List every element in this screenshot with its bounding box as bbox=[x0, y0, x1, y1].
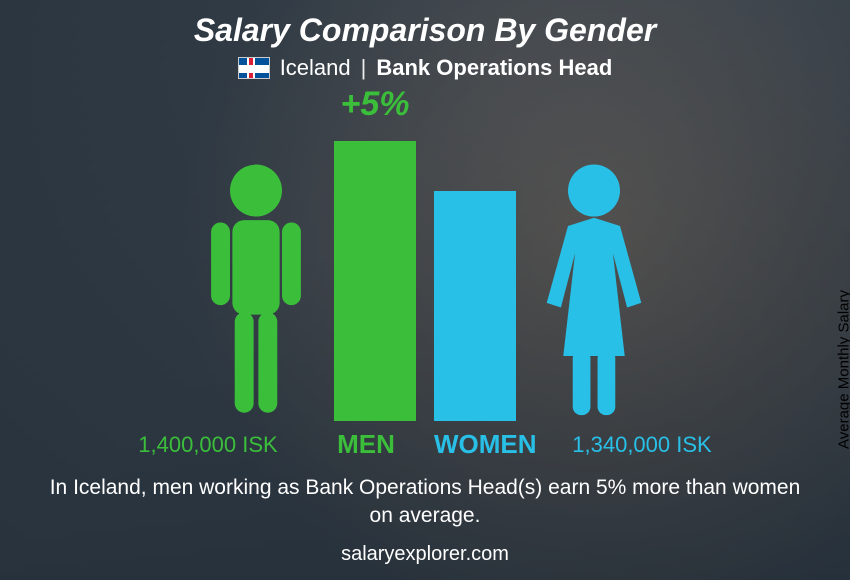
men-label: MEN bbox=[316, 429, 416, 460]
subtitle: Iceland | Bank Operations Head bbox=[238, 55, 613, 81]
footer-source: salaryexplorer.com bbox=[0, 543, 850, 566]
women-salary: 1,340,000 ISK bbox=[552, 432, 732, 458]
women-bar bbox=[434, 191, 516, 421]
women-bar-wrap bbox=[434, 91, 516, 421]
subtitle-job: Bank Operations Head bbox=[376, 55, 612, 81]
difference-label: +5% bbox=[341, 85, 410, 124]
iceland-flag-icon bbox=[238, 57, 270, 79]
woman-icon bbox=[534, 161, 654, 421]
page-title: Salary Comparison By Gender bbox=[194, 12, 656, 49]
men-salary: 1,400,000 ISK bbox=[118, 432, 298, 458]
men-bar-wrap: +5% bbox=[334, 91, 416, 421]
man-icon bbox=[196, 161, 316, 421]
chart-area: +5% bbox=[75, 91, 775, 421]
description: In Iceland, men working as Bank Operatio… bbox=[45, 474, 805, 531]
subtitle-country: Iceland bbox=[280, 55, 351, 81]
infographic-root: Salary Comparison By Gender Iceland | Ba… bbox=[0, 0, 850, 580]
labels-row: 1,400,000 ISK MEN WOMEN 1,340,000 ISK bbox=[75, 429, 775, 460]
men-bar bbox=[334, 141, 416, 421]
subtitle-separator: | bbox=[361, 55, 367, 81]
women-label: WOMEN bbox=[434, 429, 534, 460]
y-axis-label: Average Monthly Salary bbox=[836, 290, 850, 449]
